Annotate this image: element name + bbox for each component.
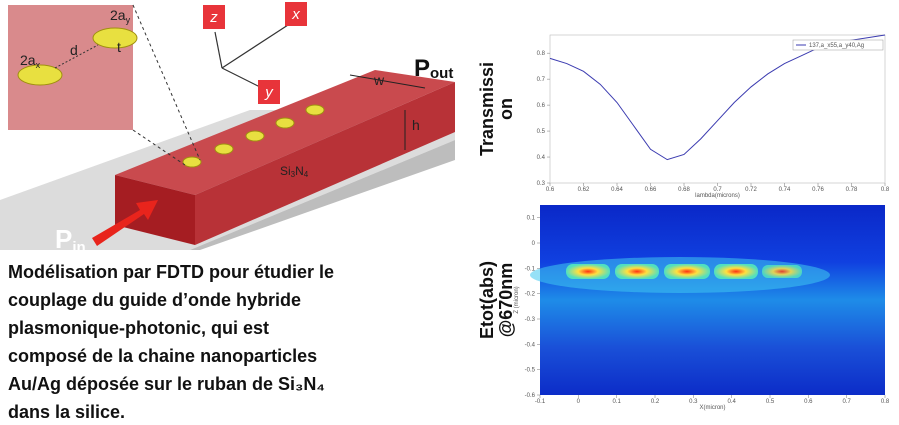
x-tick-label: 0.4 bbox=[727, 399, 736, 405]
caption-line: dans la silice. bbox=[8, 402, 125, 422]
hot-spot bbox=[566, 264, 610, 279]
y-tick-label: 0.7 bbox=[537, 77, 546, 83]
dim-label: h bbox=[412, 117, 420, 133]
particle bbox=[183, 157, 201, 167]
field-map bbox=[540, 205, 885, 395]
x-tick-label: 0.72 bbox=[745, 187, 757, 193]
y-title: @670nm bbox=[496, 263, 516, 338]
caption-line: plasmonique-photonic, qui est bbox=[8, 318, 269, 338]
y-tick-label: 0.8 bbox=[537, 51, 546, 57]
y-tick-label: -0.2 bbox=[525, 292, 536, 298]
particle bbox=[306, 105, 324, 115]
x-tick-label: 0.2 bbox=[651, 399, 660, 405]
inset-particle bbox=[93, 28, 137, 48]
x-tick-label: -0.1 bbox=[535, 399, 546, 405]
axis-title: Z (micron) bbox=[514, 286, 520, 313]
x-tick-label: 0.3 bbox=[689, 399, 698, 405]
hot-spot bbox=[762, 265, 802, 278]
particle bbox=[215, 144, 233, 154]
x-tick-label: 0.1 bbox=[612, 399, 621, 405]
caption-line: Modélisation par FDTD pour étudier le bbox=[8, 262, 334, 282]
field-particles bbox=[566, 264, 802, 279]
dim-label: d bbox=[70, 42, 78, 58]
x-tick-label: 0.74 bbox=[779, 187, 791, 193]
y-tick-label: 0.5 bbox=[537, 129, 546, 135]
x-tick-label: 0.76 bbox=[812, 187, 824, 193]
y-tick-label: -0.1 bbox=[525, 266, 536, 272]
y-tick-label: -0.5 bbox=[525, 368, 536, 374]
x-tick-label: 0 bbox=[577, 399, 581, 405]
axes-arrows bbox=[215, 25, 288, 88]
hot-spot bbox=[714, 264, 758, 279]
caption-line: couplage du guide d’onde hybride bbox=[8, 290, 301, 310]
x-tick-label: 0.6 bbox=[546, 187, 555, 193]
x-axis-title: X(micron) bbox=[699, 405, 725, 411]
axis-label: z bbox=[209, 9, 218, 26]
y-tick-label: 0.6 bbox=[537, 103, 546, 109]
x-tick-label: 0.8 bbox=[881, 399, 890, 405]
y-tick-label: -0.3 bbox=[525, 317, 536, 323]
x-tick-label: 0.68 bbox=[678, 187, 690, 193]
y-tick-label: 0.4 bbox=[537, 155, 546, 161]
particle bbox=[246, 131, 264, 141]
y-tick-label: 0.1 bbox=[527, 216, 536, 222]
p-out: Pout bbox=[414, 55, 453, 82]
x-tick-label: 0.66 bbox=[645, 187, 657, 193]
plot-area bbox=[550, 35, 885, 183]
caption-line: composé de la chaine nanoparticles bbox=[8, 346, 317, 366]
x-tick-label: 0.62 bbox=[578, 187, 590, 193]
x-tick-label: 0.8 bbox=[881, 187, 890, 193]
x-tick-label: 0.78 bbox=[846, 187, 858, 193]
x-tick-label: 0.5 bbox=[766, 399, 775, 405]
y-title: on bbox=[496, 98, 516, 120]
hot-spot bbox=[615, 264, 659, 279]
y-tick-label: 0 bbox=[532, 241, 536, 247]
hot-spot bbox=[664, 264, 710, 279]
page: 2ax 2ay d t w h Si3N4 z x y Pin Pout Mod… bbox=[0, 0, 899, 425]
x-tick-label: 0.64 bbox=[611, 187, 623, 193]
x-tick-label: 0.6 bbox=[804, 399, 813, 405]
schematic: 2ax 2ay d t w h Si3N4 z x y Pin Pout bbox=[0, 2, 455, 256]
y-tick-label: 0.3 bbox=[537, 181, 546, 187]
x-axis-title: lambda(microns) bbox=[695, 193, 740, 199]
caption-line: Au/Ag déposée sur le ruban de Si₃N₄ bbox=[8, 374, 325, 394]
figure: 2ax 2ay d t w h Si3N4 z x y Pin Pout Mod… bbox=[0, 0, 899, 425]
x-tick-label: 0.7 bbox=[842, 399, 851, 405]
y-title: Etot(abs) bbox=[477, 261, 497, 339]
legend-label: 137,a_x55,a_y40,Ag bbox=[809, 43, 864, 49]
dim-label: t bbox=[117, 39, 121, 55]
axis-label: x bbox=[291, 6, 300, 23]
y-title: Transmissi bbox=[477, 62, 497, 156]
y-tick-label: -0.4 bbox=[525, 342, 536, 348]
particle bbox=[276, 118, 294, 128]
